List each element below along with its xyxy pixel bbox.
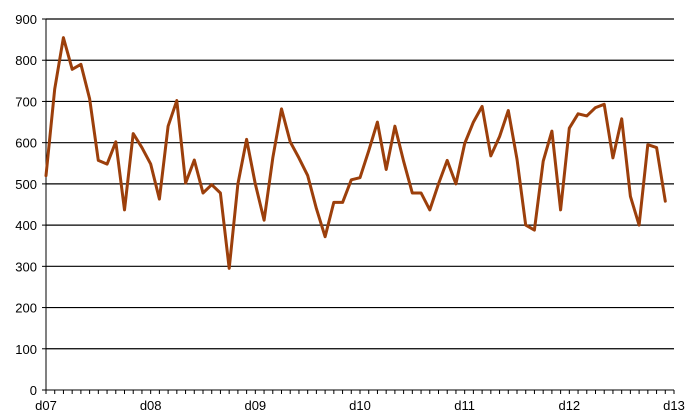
y-tick-label: 700 (15, 94, 37, 109)
x-tick-label: d13 (663, 398, 685, 413)
x-tick-label: d08 (140, 398, 162, 413)
y-tick-label: 500 (15, 177, 37, 192)
y-tick-label: 600 (15, 136, 37, 151)
x-tick-label: d10 (349, 398, 371, 413)
y-tick-label: 300 (15, 259, 37, 274)
y-tick-label: 100 (15, 342, 37, 357)
y-axis-ticks: 0 100 200 300 400 500 600 700 800 900 (15, 12, 46, 398)
y-tick-label: 200 (15, 301, 37, 316)
y-tick-label: 800 (15, 53, 37, 68)
x-tick-label: d09 (244, 398, 266, 413)
series-line (44, 36, 667, 270)
x-tick-label: d12 (558, 398, 580, 413)
x-axis-ticks: d07 d08 d09 d10 d11 d12 d13 (35, 390, 685, 413)
y-tick-label: 900 (15, 12, 37, 27)
x-tick-label: d11 (454, 398, 475, 413)
y-tick-label: 400 (15, 218, 37, 233)
y-tick-label: 0 (30, 383, 37, 398)
gridlines (46, 18, 674, 350)
x-tick-label: d07 (35, 398, 57, 413)
